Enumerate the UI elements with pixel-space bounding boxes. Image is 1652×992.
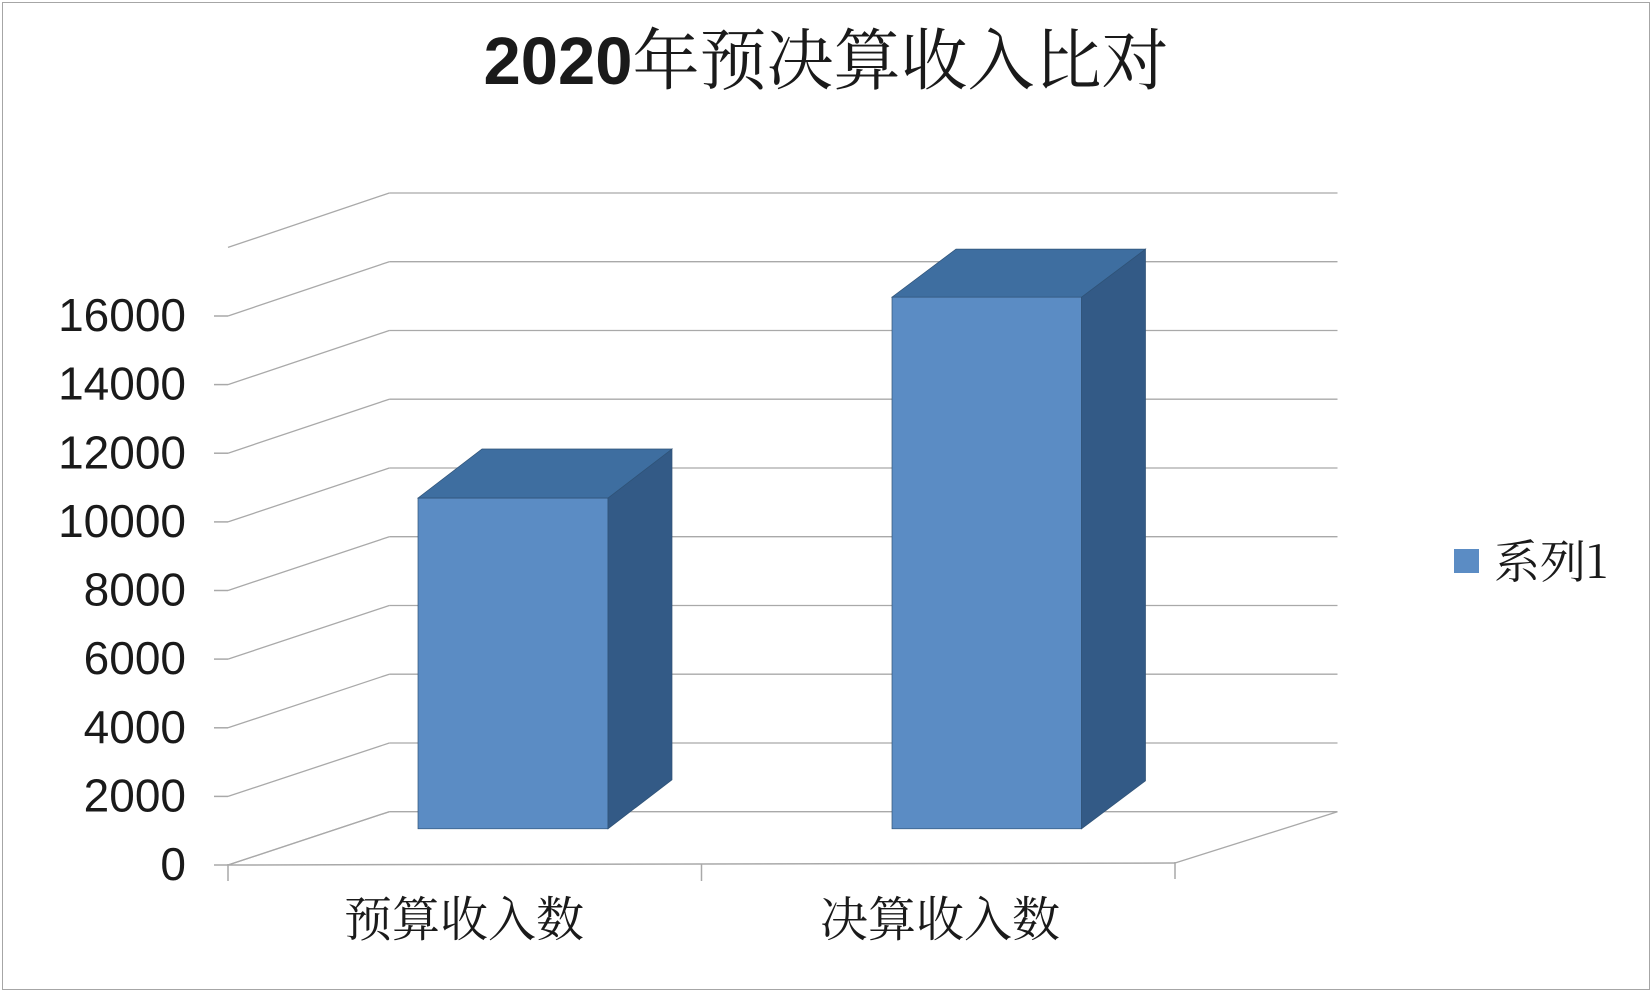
svg-text:8000: 8000 bbox=[84, 564, 186, 616]
svg-text:12000: 12000 bbox=[58, 426, 186, 478]
svg-text:2000: 2000 bbox=[84, 769, 186, 821]
svg-text:预算收入数: 预算收入数 bbox=[344, 881, 584, 950]
svg-text:6000: 6000 bbox=[84, 632, 186, 684]
svg-text:0: 0 bbox=[160, 838, 186, 890]
svg-text:10000: 10000 bbox=[58, 495, 186, 547]
svg-text:14000: 14000 bbox=[58, 358, 186, 410]
svg-text:决算收入数: 决算收入数 bbox=[820, 881, 1060, 950]
svg-text:系列1: 系列1 bbox=[1494, 526, 1608, 592]
svg-text:16000: 16000 bbox=[58, 289, 186, 341]
svg-text:4000: 4000 bbox=[84, 701, 186, 753]
